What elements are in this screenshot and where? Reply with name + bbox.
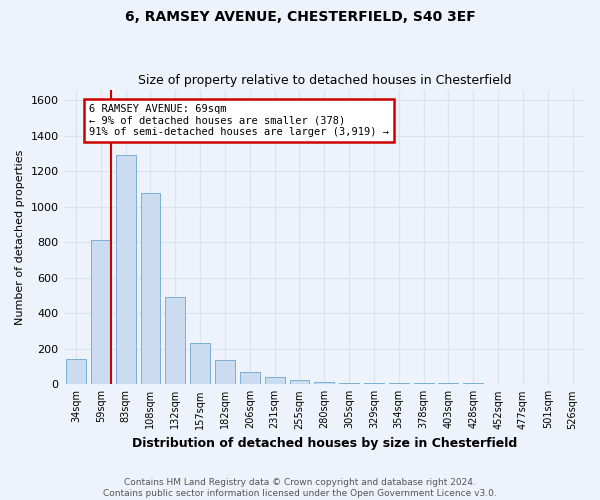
Bar xyxy=(140,192,160,384)
Bar xyxy=(339,382,359,384)
Text: Contains HM Land Registry data © Crown copyright and database right 2024.
Contai: Contains HM Land Registry data © Crown c… xyxy=(103,478,497,498)
Bar xyxy=(166,298,185,384)
Bar xyxy=(91,240,111,384)
Title: Size of property relative to detached houses in Chesterfield: Size of property relative to detached ho… xyxy=(137,74,511,87)
Bar xyxy=(240,372,260,384)
Bar xyxy=(116,156,136,384)
Bar xyxy=(314,382,334,384)
Bar xyxy=(190,342,210,384)
X-axis label: Distribution of detached houses by size in Chesterfield: Distribution of detached houses by size … xyxy=(131,437,517,450)
Bar xyxy=(265,377,284,384)
Text: 6, RAMSEY AVENUE, CHESTERFIELD, S40 3EF: 6, RAMSEY AVENUE, CHESTERFIELD, S40 3EF xyxy=(125,10,475,24)
Bar xyxy=(290,380,310,384)
Bar xyxy=(364,382,384,384)
Y-axis label: Number of detached properties: Number of detached properties xyxy=(15,149,25,324)
Bar xyxy=(66,360,86,384)
Text: 6 RAMSEY AVENUE: 69sqm
← 9% of detached houses are smaller (378)
91% of semi-det: 6 RAMSEY AVENUE: 69sqm ← 9% of detached … xyxy=(89,104,389,137)
Bar xyxy=(215,360,235,384)
